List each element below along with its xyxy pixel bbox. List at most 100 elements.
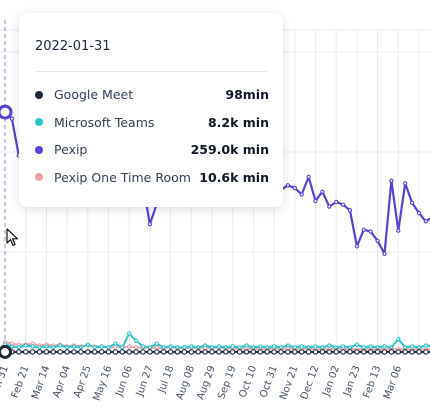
data-point-pexip [361,227,366,232]
data-point-google-meet [85,349,91,355]
tooltip-series-name: Google Meet [54,87,134,103]
data-point-google-meet [119,349,126,355]
pexip-legend-dot-icon [35,145,43,154]
data-point-google-meet [216,349,222,355]
data-point-microsoft-teams [265,345,270,350]
data-point-microsoft-teams [113,341,118,346]
tooltip-series-value: 98min [225,87,269,103]
data-point-microsoft-teams [44,344,49,349]
data-point-google-meet [229,349,236,355]
data-point-google-meet [312,349,319,355]
data-point-microsoft-teams [396,336,401,342]
data-point-pexip-one-time-room [127,344,132,349]
data-point-microsoft-teams [285,343,291,348]
data-point-microsoft-teams [9,344,15,349]
data-point-microsoft-teams [120,345,125,350]
data-point-microsoft-teams [327,343,332,348]
data-point-google-meet [298,349,305,355]
data-point-pexip [396,228,401,233]
data-point-microsoft-teams [168,344,173,349]
data-point-microsoft-teams [202,343,208,348]
data-point-microsoft-teams [423,343,429,348]
tooltip-series-value: 259.0k min [190,142,269,158]
data-point-microsoft-teams [154,341,159,346]
data-point-microsoft-teams [175,345,180,350]
data-point-pexip-one-time-room [133,345,139,350]
data-point-google-meet [409,349,415,355]
data-point-google-meet [105,349,112,355]
data-point-google-meet [340,349,346,355]
data-point-google-meet [243,349,250,355]
data-point-google-meet [264,349,270,355]
data-point-google-meet [285,349,291,355]
data-point-google-meet [147,349,153,355]
data-point-microsoft-teams [127,331,132,336]
x-tick-label: Jan 31 [0,364,11,398]
data-point-google-meet [250,349,257,355]
data-point-google-meet [78,349,84,355]
data-point-google-meet [278,349,284,355]
data-point-microsoft-teams [64,345,70,350]
tooltip-series-name: Pexip One Time Room [54,169,191,185]
tooltip-row-pexip-one-time-room: Pexip One Time Room 10.6k min [33,164,269,192]
data-point-pexip [9,116,15,121]
data-point-microsoft-teams [23,343,28,348]
data-point-microsoft-teams [306,345,311,350]
x-tick-label: Mar 06 [382,364,404,400]
data-point-microsoft-teams [189,344,194,349]
data-point-pexip [354,244,360,249]
data-point-pexip [306,174,311,180]
data-point-microsoft-teams [299,344,304,349]
data-point-microsoft-teams [313,344,318,349]
data-point-microsoft-teams [216,344,222,349]
data-point-google-meet [50,349,57,355]
data-point-microsoft-teams [147,345,153,350]
data-point-google-meet [174,349,181,355]
tooltip-row-google-meet: Google Meet 98min [33,81,269,109]
data-point-google-meet [133,349,139,355]
data-point-microsoft-teams [223,345,228,350]
x-tick-label: Jan 02 [321,364,342,398]
data-point-google-meet [188,349,195,355]
x-tick-label: Jun 06 [114,364,135,398]
data-point-microsoft-teams [196,345,201,350]
data-point-pexip [299,192,304,197]
data-point-microsoft-teams [334,345,339,350]
data-point-microsoft-teams [71,344,77,349]
x-tick-label: May 16 [91,364,114,402]
x-tick-label: Aug 29 [195,364,217,401]
data-point-microsoft-teams [182,345,187,350]
data-point-google-meet [181,349,188,355]
data-point-google-meet [202,349,208,355]
data-point-microsoft-teams [320,345,325,350]
data-point-google-meet [57,349,63,355]
data-point-pexip [313,198,318,204]
data-point-microsoft-teams [37,345,42,350]
data-point-microsoft-teams [382,344,387,349]
data-point-google-meet [388,349,395,355]
data-point-google-meet [416,349,422,355]
data-point-microsoft-teams [251,345,256,350]
pexip-one-time-room-legend-dot-icon [35,173,43,182]
data-point-pexip [389,178,394,183]
tooltip-series-name: Pexip [54,142,88,158]
data-point-google-meet [354,349,360,355]
x-tick-label: Oct 31 [258,364,280,399]
data-point-microsoft-teams [258,344,263,349]
data-point-google-meet [112,349,119,355]
x-tick-label: Feb 21 [10,364,32,399]
data-point-pexip [285,183,291,188]
data-point-google-meet [167,349,174,355]
data-point-microsoft-teams [361,345,366,350]
data-point-google-meet [395,349,402,355]
data-point-google-meet [333,349,339,355]
data-point-pexip [334,199,339,205]
data-point-microsoft-teams [389,345,394,350]
data-point-microsoft-teams [347,345,353,350]
x-tick-label: Mar 14 [30,364,52,400]
data-point-google-meet [374,349,381,355]
x-tick-label: Apr 25 [72,364,94,399]
x-tick-label: Oct 10 [238,364,260,399]
data-point-microsoft-teams [51,345,56,350]
